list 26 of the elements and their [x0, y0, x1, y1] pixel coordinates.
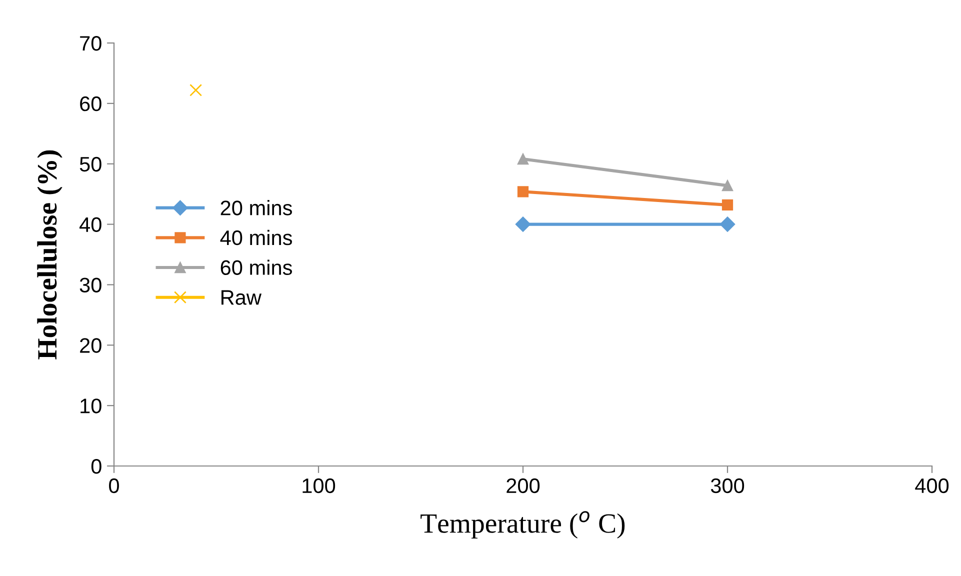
y-tick-label: 70 — [80, 36, 102, 51]
y-tick-label: 20 — [80, 338, 102, 353]
point — [722, 199, 734, 211]
x-tick-label: 400 — [915, 478, 949, 494]
y-tick-label: 10 — [80, 398, 102, 414]
legend-label: Raw — [222, 290, 262, 305]
point — [722, 180, 734, 192]
point — [517, 186, 529, 198]
legend-label: 60 mins — [220, 260, 292, 276]
y-axis-title: Holocellulose (%) — [37, 150, 62, 360]
y-tick-label: 30 — [80, 278, 102, 292]
x-tick-label: 200 — [506, 478, 540, 494]
y-tick-label: 0 — [91, 459, 102, 474]
x-tick-label: 300 — [710, 478, 744, 494]
x-tick-label: 0 — [109, 478, 119, 494]
legend-label: 40 mins — [220, 230, 292, 246]
y-tick-label: 50 — [80, 156, 102, 172]
point — [720, 216, 736, 232]
x-tick-label: 100 — [302, 478, 336, 494]
x-axis-title: Temperature ($^{o}$ C) — [420, 511, 625, 539]
y-tick-label: 40 — [80, 217, 102, 232]
point — [517, 153, 529, 165]
legend-label: 20 mins — [220, 200, 292, 216]
y-tick-label: 60 — [80, 96, 102, 112]
point — [515, 216, 531, 232]
point — [190, 84, 202, 96]
